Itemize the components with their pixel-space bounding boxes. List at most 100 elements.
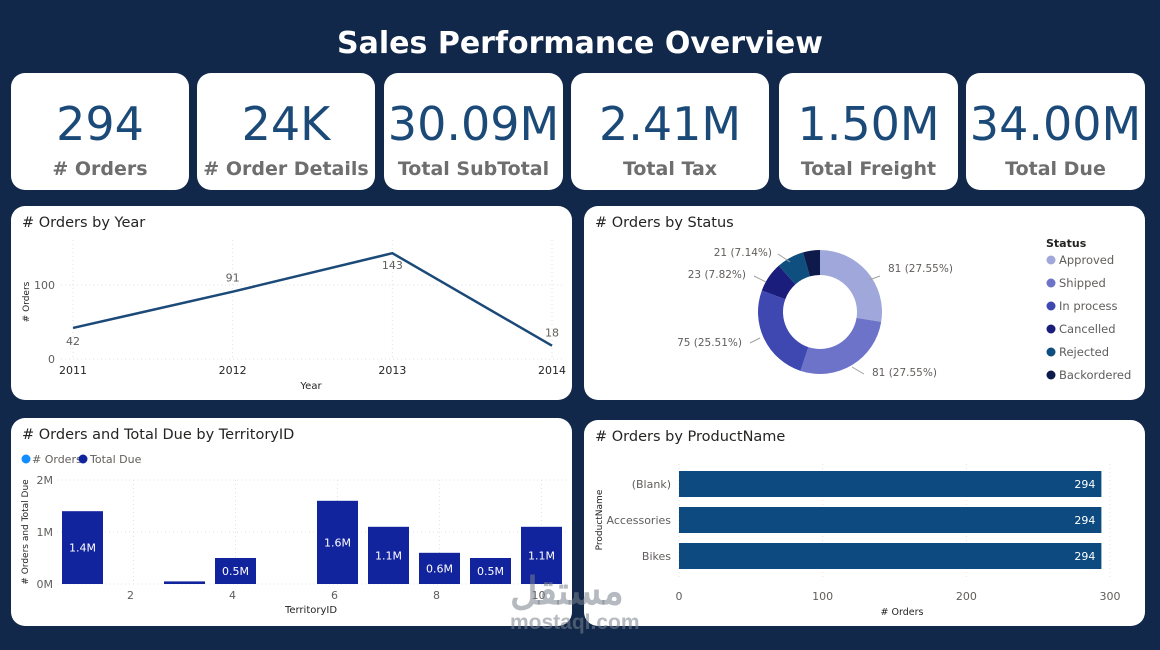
bar-total-due	[521, 526, 562, 584]
donut-slice	[761, 265, 796, 300]
x-tick-label: 2	[127, 589, 134, 602]
series-line	[72, 251, 553, 347]
x-tick-label: 100	[812, 590, 833, 603]
x-axis-label: TerritoryID	[284, 605, 337, 616]
kpi-label: Total Due	[1005, 158, 1106, 180]
leader-line	[868, 275, 881, 281]
kpi-value: 2.41M	[598, 97, 742, 151]
kpi-card-order-details[interactable]: 24K # Order Details	[197, 73, 375, 190]
y-tick-label: 0	[48, 353, 55, 366]
kpi-card-total-subtotal[interactable]: 30.09M Total SubTotal	[384, 73, 563, 190]
data-label: 81 (27.55%)	[888, 263, 953, 275]
bar-total-due	[317, 500, 358, 584]
bar-total-due	[164, 581, 205, 584]
x-tick-label: 8	[433, 589, 440, 602]
data-label: 42	[66, 335, 80, 348]
leader-line	[753, 275, 767, 283]
data-label: 91	[226, 272, 240, 285]
data-label: 0.6M	[426, 562, 453, 575]
x-axis-label: # Orders	[881, 607, 924, 618]
kpi-card-total-freight[interactable]: 1.50M Total Freight	[779, 73, 958, 190]
kpi-value: 34.00M	[969, 97, 1142, 151]
kpi-value: 1.50M	[797, 97, 940, 151]
legend-label: In process	[1059, 299, 1118, 313]
bar-product	[679, 507, 1102, 533]
leader-line	[777, 253, 791, 263]
kpi-label: # Order Details	[203, 158, 369, 180]
legend-marker	[1046, 324, 1056, 334]
bar-total-due	[419, 552, 460, 584]
kpi-label: Total SubTotal	[397, 158, 550, 180]
data-label: 294	[1074, 514, 1095, 527]
orders-by-year-card[interactable]: # Orders by Year 0 100 # Orders 2011 2012 201…	[11, 206, 572, 400]
data-label: 294	[1074, 550, 1095, 563]
kpi-value: 30.09M	[387, 97, 560, 151]
bar-total-due	[62, 511, 103, 584]
x-tick-label: 2012	[219, 364, 247, 377]
x-tick-label: 10	[532, 589, 546, 602]
data-label: 294	[1074, 478, 1095, 491]
orders-totaldue-by-territory-card[interactable]: # Orders and Total Due by TerritoryID # …	[11, 418, 572, 626]
x-tick-label: 200	[956, 590, 977, 603]
y-tick-label: 0M	[37, 578, 54, 591]
y-tick-label: (Blank)	[632, 478, 671, 491]
data-label: 18	[545, 327, 559, 340]
kpi-card-orders[interactable]: 294 # Orders	[11, 73, 189, 190]
x-tick-label: 0	[676, 590, 683, 603]
kpi-label: # Orders	[52, 158, 148, 180]
legend-marker-total-due	[78, 454, 88, 464]
data-label: 75 (25.51%)	[677, 337, 742, 349]
donut-slice	[800, 317, 882, 374]
watermark-latin: mostaql.com	[510, 611, 640, 634]
kpi-value: 294	[56, 97, 144, 151]
kpi-value: 24K	[241, 97, 331, 151]
legend-label: Cancelled	[1059, 322, 1116, 336]
page-title: Sales Performance Overview	[337, 26, 823, 61]
data-label: 1.1M	[528, 549, 555, 562]
x-tick-label: 4	[229, 589, 236, 602]
x-tick-label: 2014	[538, 364, 566, 377]
legend-marker	[1046, 301, 1056, 311]
legend-label: Shipped	[1059, 276, 1106, 290]
orders-by-product-card[interactable]: # Orders by ProductName 0 100 200 300 # Orde…	[584, 420, 1145, 626]
kpi-label: Total Tax	[622, 158, 718, 180]
bar-total-due	[215, 558, 256, 584]
legend-marker-orders	[21, 454, 31, 464]
y-tick-label: 2M	[37, 474, 54, 487]
data-label: 81 (27.55%)	[872, 367, 937, 379]
kpi-label: Total Freight	[800, 158, 937, 180]
y-axis-label: ProductName	[595, 489, 605, 550]
y-axis-label: # Orders and Total Due	[21, 479, 31, 585]
data-label: 1.4M	[69, 542, 96, 555]
chart-title: # Orders by Year	[22, 215, 146, 231]
donut-slice	[802, 250, 820, 277]
territory-bar-chart: # Orders Total Due 0M 1M 2M # Orders and Tota…	[21, 453, 567, 616]
chart-title: # Orders by Status	[595, 215, 734, 231]
data-label: 0.5M	[222, 565, 249, 578]
kpi-card-total-due[interactable]: 34.00M Total Due	[966, 73, 1145, 190]
orders-by-status-chart: 81 (27.55%) 81 (27.55%) 75 (25.51%) 23 (7.8…	[677, 237, 1131, 382]
y-tick-label: Accessories	[607, 514, 672, 527]
legend-marker	[1046, 278, 1056, 288]
data-label: 0.5M	[477, 565, 504, 578]
product-bar-chart: 0 100 200 300 # Orders ProductName (Blank) 294 A…	[595, 464, 1121, 618]
orders-by-status-card[interactable]: # Orders by Status 81 (27.55%) 81 (27.55%…	[584, 206, 1145, 400]
donut-slice	[758, 290, 809, 371]
kpi-card-total-tax[interactable]: 2.41M Total Tax	[571, 73, 769, 190]
donut-slice	[820, 250, 882, 322]
data-label: 1.1M	[375, 549, 402, 562]
leader-line	[749, 337, 761, 344]
bar-total-due	[368, 526, 409, 584]
donut-slice	[778, 252, 810, 285]
legend-label: # Orders	[32, 453, 82, 466]
data-label: 23 (7.82%)	[688, 269, 746, 281]
chart-title: # Orders and Total Due by TerritoryID	[22, 427, 295, 443]
legend-title: Status	[1046, 237, 1087, 250]
x-tick-label: 300	[1100, 590, 1121, 603]
bar-product	[679, 471, 1102, 497]
x-tick-label: 2013	[378, 364, 406, 377]
legend-marker	[1046, 347, 1056, 357]
legend-label: Rejected	[1059, 345, 1109, 359]
y-axis-label: # Orders	[22, 281, 32, 322]
legend-label: Backordered	[1059, 368, 1131, 382]
